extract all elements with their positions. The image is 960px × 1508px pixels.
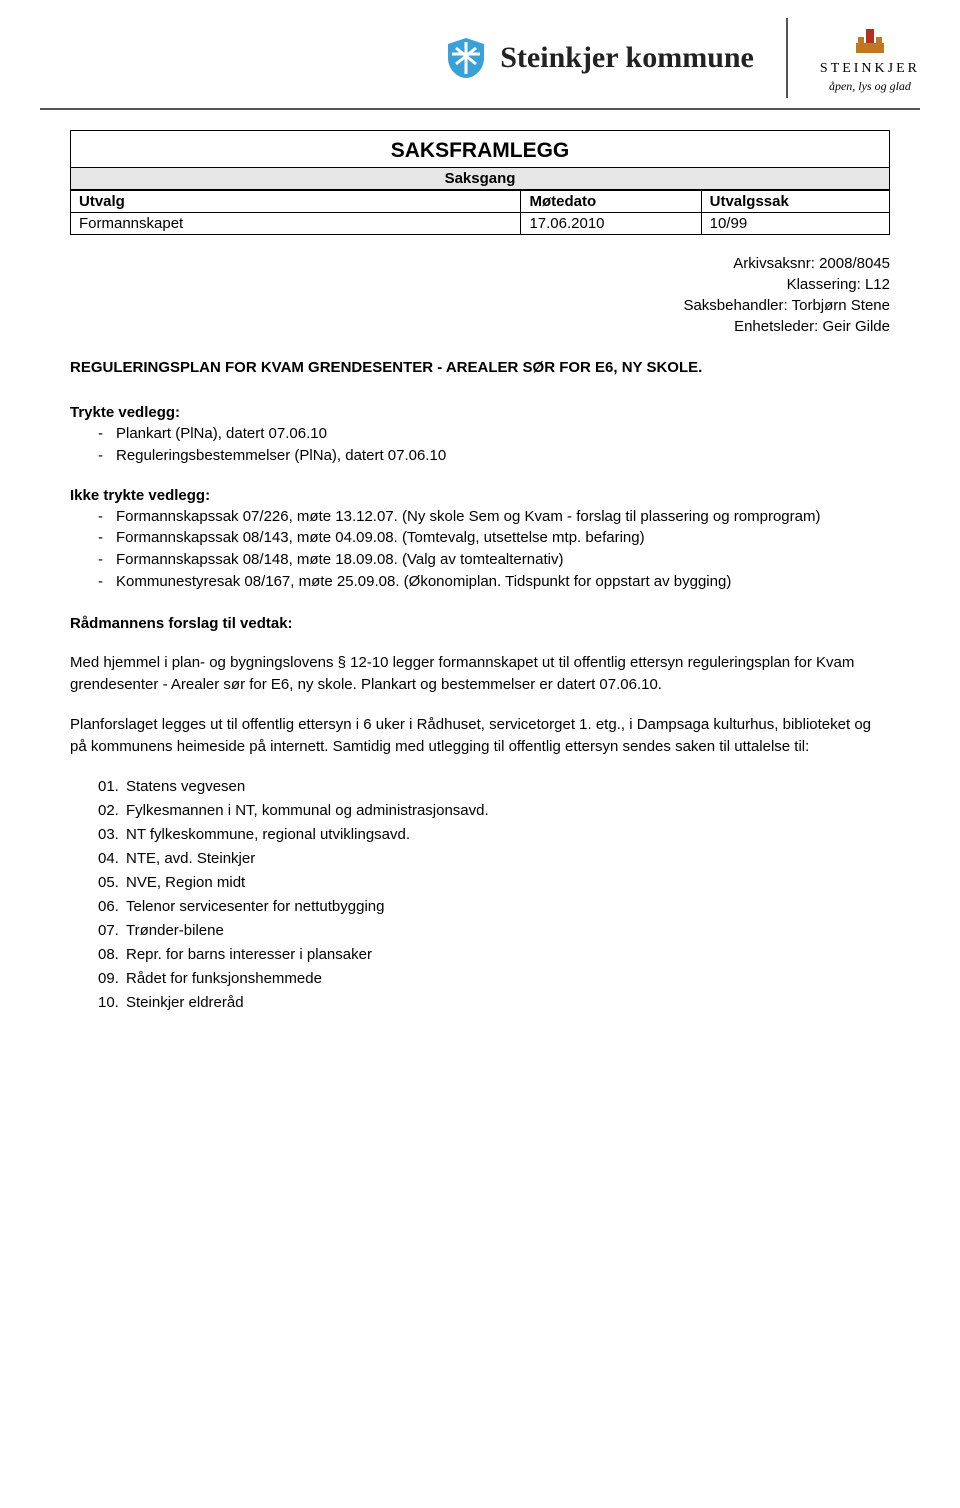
header-divider (786, 18, 788, 98)
recipient: Steinkjer eldreråd (126, 994, 244, 1011)
forslag-p1: Med hjemmel i plan- og bygningslovens § … (70, 652, 890, 696)
arkiv-value: 2008/8045 (819, 255, 890, 272)
ikke-trykte-head: Ikke trykte vedlegg: (70, 487, 890, 504)
klassering-label: Klassering: (787, 276, 861, 293)
cell-utvalgssak: 10/99 (701, 213, 889, 235)
cell-utvalg: Formannskapet (71, 213, 521, 235)
list-item: Formannskapssak 07/226, møte 13.12.07. (… (98, 506, 890, 528)
saksbehandler-label: Saksbehandler: (683, 297, 787, 314)
page-header: Steinkjer kommune STEINKJER åpen, lys og… (0, 0, 960, 108)
list-item: 05.NVE, Region midt (98, 871, 890, 895)
recipient: NT fylkeskommune, regional utviklingsavd… (126, 826, 410, 843)
org-name: Steinkjer kommune (500, 41, 754, 75)
col-utvalg: Utvalg (71, 191, 521, 213)
recipient: NVE, Region midt (126, 874, 245, 891)
list-item: 09.Rådet for funksjonshemmede (98, 967, 890, 991)
document-body: SAKSFRAMLEGG Saksgang Utvalg Møtedato Ut… (0, 130, 960, 1055)
recipient: Statens vegvesen (126, 778, 245, 795)
meeting-table: Utvalg Møtedato Utvalgssak Formannskapet… (70, 190, 890, 235)
title-box: SAKSFRAMLEGG Saksgang (70, 130, 890, 190)
table-row: Utvalg Møtedato Utvalgssak (71, 191, 890, 213)
ikke-trykte-list: Formannskapssak 07/226, møte 13.12.07. (… (70, 506, 890, 593)
enhetsleder-value: Geir Gilde (822, 318, 890, 335)
case-meta: Arkivsaksnr: 2008/8045 Klassering: L12 S… (70, 253, 890, 337)
table-row: Formannskapet 17.06.2010 10/99 (71, 213, 890, 235)
header-rule (40, 108, 920, 110)
forslag-head: Rådmannens forslag til vedtak: (70, 613, 890, 635)
shield-icon (444, 36, 488, 80)
list-item: 01.Statens vegvesen (98, 775, 890, 799)
list-item: 07.Trønder-bilene (98, 919, 890, 943)
crest-icon (848, 23, 892, 59)
municipality-crest: STEINKJER åpen, lys og glad (820, 23, 920, 94)
recipients-list: 01.Statens vegvesen 02.Fylkesmannen i NT… (70, 775, 890, 1015)
list-item: Formannskapssak 08/143, møte 04.09.08. (… (98, 527, 890, 549)
klassering-value: L12 (865, 276, 890, 293)
saksbehandler-value: Torbjørn Stene (792, 297, 890, 314)
recipient: Repr. for barns interesser i plansaker (126, 946, 372, 963)
list-item: Formannskapssak 08/148, møte 18.09.08. (… (98, 549, 890, 571)
org-logo: Steinkjer kommune (444, 36, 754, 80)
list-item: 03.NT fylkeskommune, regional utviklings… (98, 823, 890, 847)
plan-title: REGULERINGSPLAN FOR KVAM GRENDESENTER - … (70, 359, 890, 376)
arkiv-label: Arkivsaksnr: (733, 255, 815, 272)
list-item: 06.Telenor servicesenter for nettutbyggi… (98, 895, 890, 919)
crest-subtitle: åpen, lys og glad (829, 79, 911, 94)
recipient: Telenor servicesenter for nettutbygging (126, 898, 384, 915)
trykte-head: Trykte vedlegg: (70, 404, 890, 421)
list-item: Reguleringsbestemmelser (PlNa), datert 0… (98, 445, 890, 467)
recipient: Rådet for funksjonshemmede (126, 970, 322, 987)
enhetsleder-label: Enhetsleder: (734, 318, 818, 335)
list-item: 04.NTE, avd. Steinkjer (98, 847, 890, 871)
list-item: 08.Repr. for barns interesser i plansake… (98, 943, 890, 967)
forslag-p2: Planforslaget legges ut til offentlig et… (70, 714, 890, 758)
trykte-list: Plankart (PlNa), datert 07.06.10 Reguler… (70, 423, 890, 467)
crest-title: STEINKJER (820, 61, 920, 77)
list-item: Plankart (PlNa), datert 07.06.10 (98, 423, 890, 445)
col-motedato: Møtedato (521, 191, 701, 213)
recipient: NTE, avd. Steinkjer (126, 850, 255, 867)
recipient: Fylkesmannen i NT, kommunal og administr… (126, 802, 489, 819)
cell-motedato: 17.06.2010 (521, 213, 701, 235)
document-title: SAKSFRAMLEGG (81, 139, 879, 163)
list-item: Kommunestyresak 08/167, møte 25.09.08. (… (98, 571, 890, 593)
col-utvalgssak: Utvalgssak (701, 191, 889, 213)
recipient: Trønder-bilene (126, 922, 224, 939)
list-item: 10.Steinkjer eldreråd (98, 991, 890, 1015)
list-item: 02.Fylkesmannen i NT, kommunal og admini… (98, 799, 890, 823)
saksgang-heading: Saksgang (71, 167, 889, 189)
